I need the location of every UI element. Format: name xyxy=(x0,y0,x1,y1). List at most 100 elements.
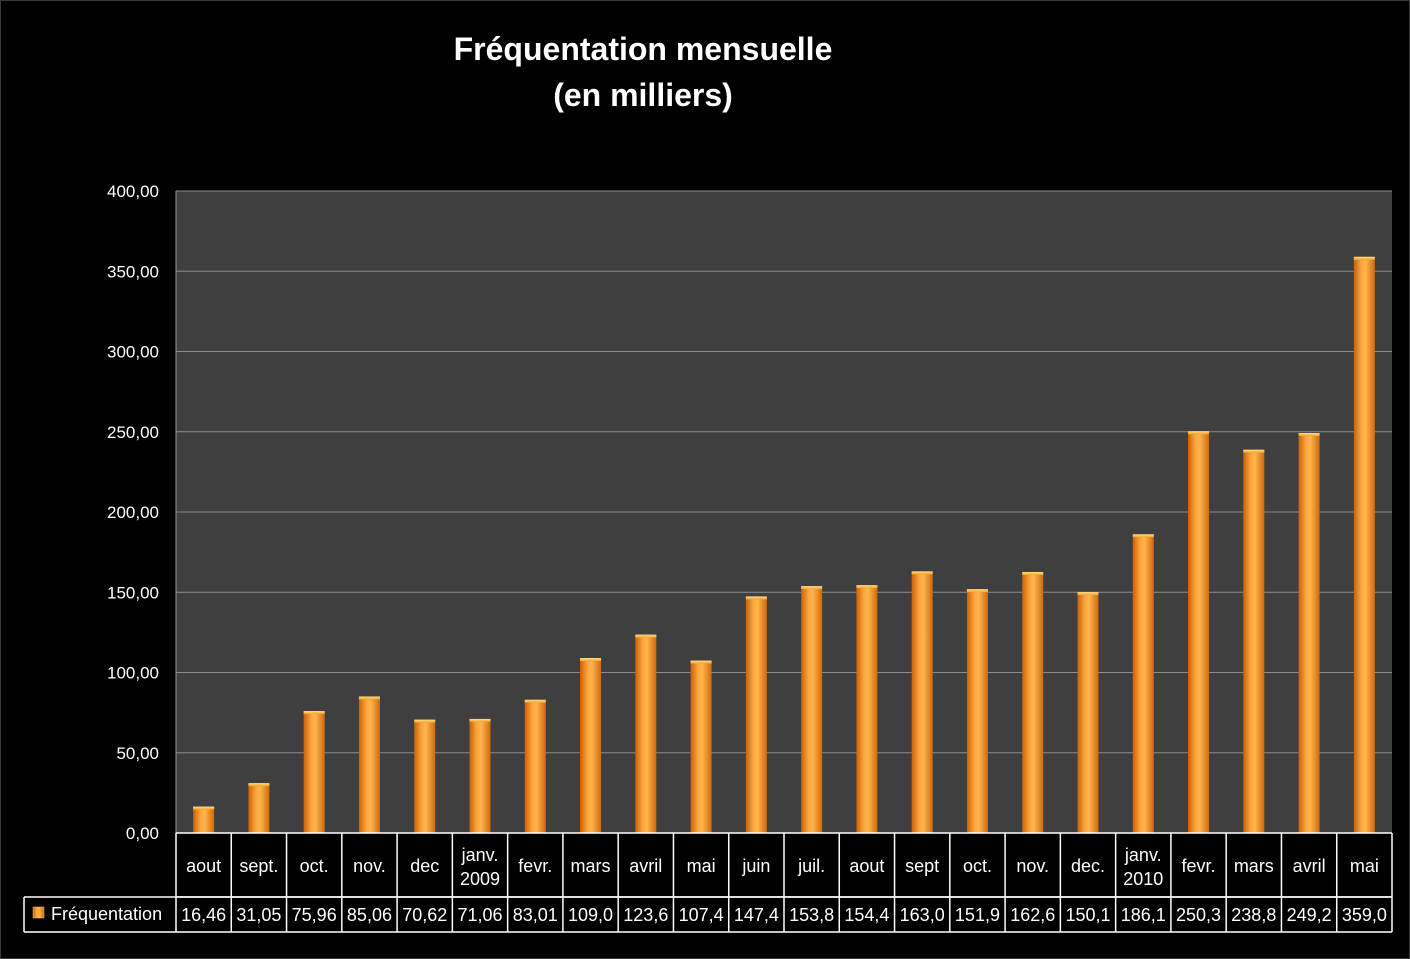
bar xyxy=(580,658,602,833)
data-label: 107,4 xyxy=(679,905,724,925)
x-tick-label: avril xyxy=(1293,856,1326,876)
data-label: 186,1 xyxy=(1121,905,1166,925)
bar-cap xyxy=(414,719,436,723)
bar xyxy=(801,586,823,833)
y-tick-label: 300,00 xyxy=(107,343,159,362)
bar xyxy=(856,585,878,833)
bar-cap xyxy=(580,658,602,662)
x-tick-label: mars xyxy=(1234,856,1274,876)
x-tick-label: nov. xyxy=(1016,856,1049,876)
x-tick-label: mai xyxy=(1350,856,1379,876)
bar-cap xyxy=(1298,433,1320,437)
y-tick-label: 50,00 xyxy=(116,744,159,763)
bar xyxy=(745,596,767,833)
bar-cap xyxy=(1022,572,1044,576)
data-label: 359,0 xyxy=(1342,905,1387,925)
bar xyxy=(303,711,325,833)
bar-cap xyxy=(303,711,325,715)
data-label: 151,9 xyxy=(955,905,1000,925)
x-tick-label: janv. xyxy=(461,845,499,865)
bar-cap xyxy=(745,596,767,600)
bar-cap xyxy=(690,660,712,664)
data-label: 150,1 xyxy=(1065,905,1110,925)
data-label: 85,06 xyxy=(347,905,392,925)
y-tick-label: 250,00 xyxy=(107,423,159,442)
bar xyxy=(469,718,491,833)
x-tick-label: avril xyxy=(629,856,662,876)
x-tick-label: juil. xyxy=(797,856,825,876)
legend-swatch xyxy=(32,906,45,919)
y-tick-label: 100,00 xyxy=(107,664,159,683)
x-tick-label: janv. xyxy=(1124,845,1162,865)
x-tick-label: dec. xyxy=(1071,856,1105,876)
bar xyxy=(414,719,436,833)
bar xyxy=(358,696,380,833)
data-label: 162,6 xyxy=(1010,905,1055,925)
bar xyxy=(1077,592,1099,833)
bar-cap xyxy=(524,699,546,703)
data-label: 83,01 xyxy=(513,905,558,925)
bar xyxy=(635,634,657,833)
x-tick-label: juin xyxy=(741,856,770,876)
y-tick-label: 150,00 xyxy=(107,583,159,602)
bar xyxy=(1022,572,1044,833)
chart-subtitle: (en milliers) xyxy=(553,77,733,113)
bar-cap xyxy=(1353,256,1375,260)
data-label: 75,96 xyxy=(292,905,337,925)
bar xyxy=(911,571,933,833)
bar xyxy=(1132,534,1154,833)
bar xyxy=(1188,431,1210,833)
data-label: 16,46 xyxy=(181,905,226,925)
data-label: 123,6 xyxy=(623,905,668,925)
chart-title: Fréquentation mensuelle xyxy=(453,31,833,67)
bar-cap xyxy=(911,571,933,575)
bar-cap xyxy=(801,586,823,590)
x-tick-label: aout xyxy=(849,856,884,876)
bar-cap xyxy=(1132,534,1154,538)
bar xyxy=(193,806,215,833)
x-tick-label: sept. xyxy=(239,856,278,876)
bar-cap xyxy=(248,783,270,787)
x-tick-label: fevr. xyxy=(518,856,552,876)
x-tick-label: 2010 xyxy=(1123,869,1163,889)
data-label: 163,0 xyxy=(900,905,945,925)
bar-cap xyxy=(856,585,878,589)
data-label: 238,8 xyxy=(1231,905,1276,925)
y-tick-label: 200,00 xyxy=(107,503,159,522)
bar-cap xyxy=(1188,431,1210,435)
legend-label: Fréquentation xyxy=(51,904,162,924)
y-tick-label: 400,00 xyxy=(107,182,159,201)
y-tick-label: 0,00 xyxy=(126,824,159,843)
x-tick-label: mai xyxy=(687,856,716,876)
x-tick-label: sept xyxy=(905,856,939,876)
bar-cap xyxy=(193,806,215,810)
bar-cap xyxy=(1243,449,1265,453)
data-label: 249,2 xyxy=(1287,905,1332,925)
bar xyxy=(524,699,546,833)
x-tick-label: oct. xyxy=(300,856,329,876)
bar-cap xyxy=(469,718,491,722)
bar-cap xyxy=(635,634,657,638)
x-tick-label: aout xyxy=(186,856,221,876)
data-label: 71,06 xyxy=(457,905,502,925)
bar xyxy=(966,589,988,833)
data-label: 154,4 xyxy=(844,905,889,925)
bar-cap xyxy=(1077,592,1099,596)
bar-cap xyxy=(966,589,988,593)
bar xyxy=(1243,449,1265,833)
bar xyxy=(1298,433,1320,833)
x-tick-label: mars xyxy=(571,856,611,876)
data-label: 70,62 xyxy=(402,905,447,925)
data-label: 153,8 xyxy=(789,905,834,925)
bar xyxy=(248,783,270,833)
data-label: 109,0 xyxy=(568,905,613,925)
bar xyxy=(1353,256,1375,833)
x-tick-label: fevr. xyxy=(1182,856,1216,876)
data-label: 250,3 xyxy=(1176,905,1221,925)
y-tick-label: 350,00 xyxy=(107,262,159,281)
x-tick-label: oct. xyxy=(963,856,992,876)
bar xyxy=(690,660,712,833)
x-tick-label: dec xyxy=(410,856,439,876)
x-tick-label: nov. xyxy=(353,856,386,876)
